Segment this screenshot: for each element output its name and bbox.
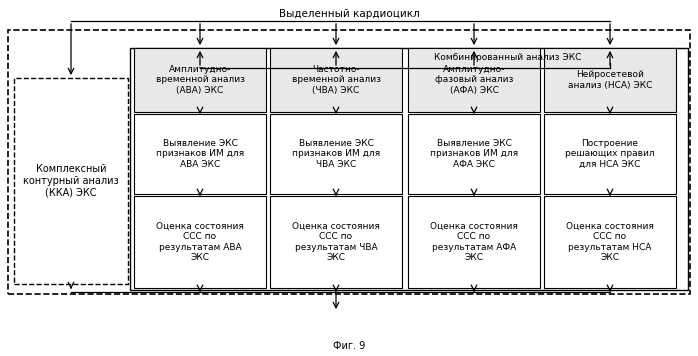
Bar [408,196,540,288]
Text: Комбинированный анализ ЭКС: Комбинированный анализ ЭКС [434,53,581,63]
Text: Выявление ЭКС
признаков ИМ для
ЧВА ЭКС: Выявление ЭКС признаков ИМ для ЧВА ЭКС [292,139,380,169]
Bar [544,196,676,288]
Text: Оценка состояния
ССС по
результатам НСА
ЭКС: Оценка состояния ССС по результатам НСА … [566,222,654,262]
Bar [134,196,266,288]
Text: Амплитудно-
временной анализ
(АВА) ЭКС: Амплитудно- временной анализ (АВА) ЭКС [156,65,244,95]
Text: Оценка состояния
ССС по
результатам АВА
ЭКС: Оценка состояния ССС по результатам АВА … [156,222,244,262]
Bar [270,48,402,112]
Bar [270,196,402,288]
Text: Выявление ЭКС
признаков ИМ для
АФА ЭКС: Выявление ЭКС признаков ИМ для АФА ЭКС [430,139,518,169]
Bar [134,48,266,112]
Bar [544,114,676,194]
Bar [134,114,266,194]
Text: Фиг. 9: Фиг. 9 [333,341,365,351]
Text: Комплексный
контурный анализ
(ККА) ЭКС: Комплексный контурный анализ (ККА) ЭКС [23,164,119,198]
Bar [8,30,690,294]
Bar [544,48,676,112]
Bar [270,114,402,194]
Text: Оценка состояния
ССС по
результатам ЧВА
ЭКС: Оценка состояния ССС по результатам ЧВА … [292,222,380,262]
Text: Нейросетевой
анализ (НСА) ЭКС: Нейросетевой анализ (НСА) ЭКС [567,70,652,90]
Text: Оценка состояния
ССС по
результатам АФА
ЭКС: Оценка состояния ССС по результатам АФА … [430,222,518,262]
Text: Выделенный кардиоцикл: Выделенный кардиоцикл [279,9,419,19]
Bar [408,48,540,112]
Text: Выявление ЭКС
признаков ИМ для
АВА ЭКС: Выявление ЭКС признаков ИМ для АВА ЭКС [156,139,244,169]
Text: Амплитудно-
фазовый анализ
(АФА) ЭКС: Амплитудно- фазовый анализ (АФА) ЭКС [435,65,513,95]
Text: Построение
решающих правил
для НСА ЭКС: Построение решающих правил для НСА ЭКС [565,139,655,169]
Bar [408,114,540,194]
Text: Частотно-
временной анализ
(ЧВА) ЭКС: Частотно- временной анализ (ЧВА) ЭКС [292,65,380,95]
Bar [14,78,128,284]
Bar [130,48,688,290]
